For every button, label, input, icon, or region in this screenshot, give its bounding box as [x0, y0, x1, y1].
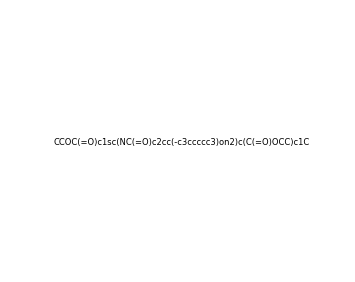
- Text: CCOC(=O)c1sc(NC(=O)c2cc(-c3ccccc3)on2)c(C(=O)OCC)c1C: CCOC(=O)c1sc(NC(=O)c2cc(-c3ccccc3)on2)c(…: [54, 138, 310, 147]
